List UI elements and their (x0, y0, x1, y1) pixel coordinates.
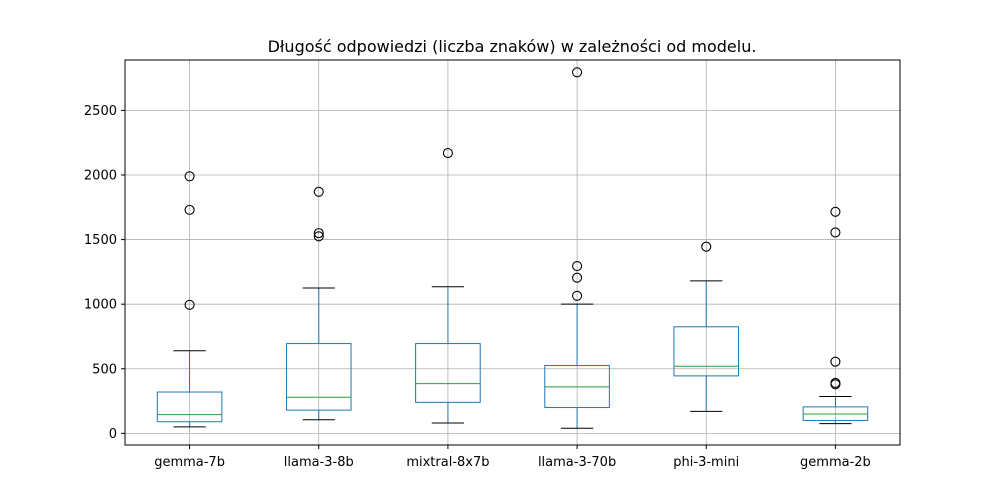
outlier-points (184, 67, 841, 390)
box-iqr (415, 343, 481, 403)
x-tick-label: gemma-2b (800, 455, 871, 470)
y-tick-label: 2000 (84, 168, 117, 183)
x-tick-label: mixtral-8x7b (406, 455, 489, 470)
grid-lines (125, 60, 900, 445)
box-series (156, 280, 869, 429)
outlier-point (313, 186, 324, 197)
y-tick-label: 500 (92, 362, 117, 377)
outlier-point (830, 356, 841, 367)
box-iqr (156, 391, 223, 423)
outlier-point (830, 206, 841, 217)
y-tick-label: 1000 (84, 298, 117, 313)
box-llama-3-70b (544, 303, 610, 429)
box-mixtral-8x7b (415, 286, 481, 424)
y-tick-label: 0 (109, 427, 117, 442)
x-tick-label: llama-3-70b (538, 455, 616, 470)
outlier-point (184, 171, 195, 182)
y-tick-label: 1500 (84, 233, 117, 248)
box-gemma-2b (802, 396, 869, 425)
x-tick-label: gemma-7b (154, 455, 225, 470)
box-iqr (673, 326, 740, 377)
x-tick-label: phi-3-mini (673, 455, 739, 470)
outlier-point (572, 272, 583, 283)
y-tick-label: 2500 (84, 104, 117, 119)
axes (121, 59, 901, 449)
tick-labels: 0 500 1000 1500 2000 2500 gemma-7b llama-3-8b mi… (84, 104, 871, 470)
chart-title: Długość odpowiedzi (liczba znaków) w zal… (268, 37, 757, 56)
outlier-point (572, 261, 583, 272)
outlier-point (830, 227, 841, 238)
outlier-point (313, 231, 324, 242)
box-llama-3-8b (285, 287, 352, 421)
outlier-point (313, 228, 324, 239)
x-tick-label: llama-3-8b (284, 455, 354, 470)
outlier-point (572, 290, 583, 301)
outlier-point (830, 377, 841, 389)
box-phi-3-mini (673, 280, 740, 412)
outlier-point (184, 204, 195, 215)
outlier-point (442, 147, 453, 159)
box-iqr (285, 343, 352, 411)
outlier-point (701, 241, 712, 252)
outlier-point (572, 67, 583, 78)
plot-frame (124, 59, 901, 446)
box-gemma-7b (156, 350, 223, 428)
outlier-point (184, 299, 195, 310)
